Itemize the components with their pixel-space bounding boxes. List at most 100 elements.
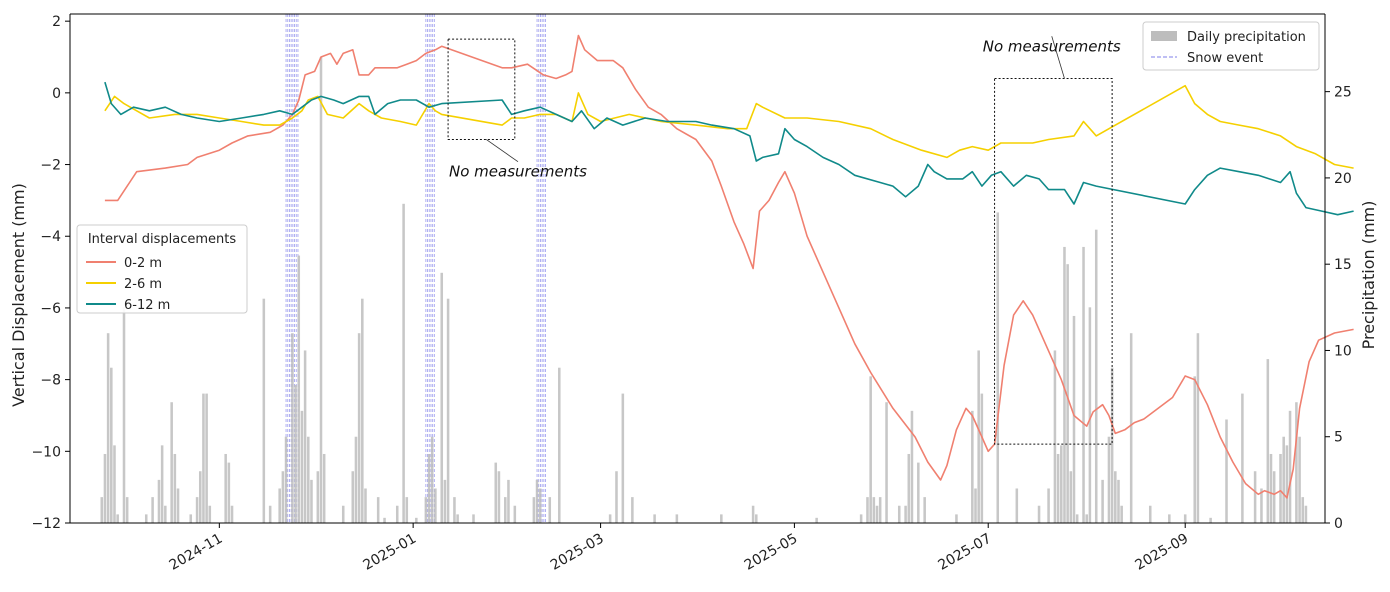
- precip-bar: [173, 453, 177, 523]
- precip-bar: [971, 410, 974, 523]
- precip-bar: [294, 384, 297, 523]
- precip-bar: [1225, 419, 1228, 523]
- precip-bar: [1056, 453, 1060, 523]
- gap-box-1: [447, 38, 516, 140]
- legend-frame: [1142, 21, 1320, 71]
- x-tick-label: 2025-03: [548, 531, 607, 574]
- precip-bar: [904, 505, 907, 523]
- precip-bar: [878, 497, 882, 523]
- precip-bar: [1015, 488, 1019, 523]
- precip-bar: [494, 462, 498, 523]
- precip-bar: [917, 462, 920, 523]
- precip-bar: [1272, 471, 1276, 523]
- annotation-text-2: No measurements: [983, 37, 1121, 55]
- precip-bar: [1288, 410, 1292, 523]
- precip-bar: [1253, 471, 1257, 523]
- precip-bar: [535, 479, 539, 523]
- precip-bar: [125, 497, 129, 523]
- precip-bar: [310, 479, 313, 523]
- precip-bar: [538, 488, 542, 523]
- precip-bar: [307, 436, 310, 523]
- y-left-tick-label: −2: [40, 158, 61, 174]
- precip-bar: [383, 517, 386, 523]
- precip-bar: [402, 203, 405, 523]
- y-left-tick-label: −6: [40, 301, 61, 317]
- precip-bar: [291, 333, 294, 523]
- legends: Daily precipitation Snow event Interval di…: [76, 21, 1320, 314]
- precip-bar: [1094, 229, 1098, 523]
- series-line-0-2m: [104, 34, 1354, 499]
- y-left-tick-label: 0: [52, 86, 61, 102]
- precip-bar: [1298, 436, 1301, 523]
- precip-bar: [869, 376, 872, 523]
- precip-bar: [532, 497, 536, 523]
- precip-bar: [504, 497, 507, 523]
- precip-bar: [322, 453, 326, 523]
- precip-bar: [100, 497, 104, 523]
- precip-bar: [427, 453, 431, 523]
- precip-bar: [923, 497, 926, 523]
- precip-bar: [103, 453, 107, 523]
- precip-bar: [278, 488, 281, 523]
- x-tick-label: 2025-01: [360, 531, 419, 574]
- precip-bar: [205, 393, 208, 523]
- annotation-leader-1: [485, 139, 519, 163]
- precip-bar: [955, 514, 958, 523]
- x-tick-label: 2025-05: [742, 531, 801, 574]
- precip-bar: [151, 497, 154, 523]
- y-left-tick-label: −4: [40, 229, 61, 245]
- precip-bar: [106, 333, 110, 523]
- legend-center-left: Interval displacements 0-2 m 2-6 m 6-12 m: [76, 224, 248, 314]
- precip-bar: [615, 471, 618, 523]
- precip-bar: [281, 471, 285, 523]
- precip-bar: [116, 514, 119, 523]
- legend-title: Interval displacements: [88, 232, 237, 247]
- precip-bar: [297, 255, 301, 523]
- precip-bar: [1285, 445, 1289, 523]
- y-right-tick-label: 25: [1334, 85, 1352, 101]
- precip-bar: [558, 367, 561, 523]
- precip-bar: [513, 505, 517, 523]
- precip-bar: [897, 505, 901, 523]
- series-line-2-6m: [104, 84, 1354, 169]
- precip-bar: [859, 514, 863, 523]
- precip-bar: [1117, 479, 1120, 523]
- precipitation-bars: [100, 57, 1308, 524]
- y-right-tick-label: 0: [1334, 516, 1343, 532]
- precip-bar: [1088, 307, 1092, 523]
- precip-bar: [446, 298, 450, 523]
- precip-bar: [885, 402, 888, 523]
- legend-label-3: 6-12 m: [124, 298, 170, 313]
- precip-bar: [434, 488, 437, 523]
- y-right-tick-label: 15: [1334, 257, 1352, 273]
- precip-bar: [1168, 514, 1171, 523]
- precip-bar: [430, 436, 434, 523]
- precip-bar: [1110, 367, 1114, 523]
- precip-bar: [456, 514, 459, 523]
- precip-bar: [755, 514, 758, 523]
- y-left-tick-label: −8: [40, 373, 61, 389]
- precip-bar: [395, 505, 399, 523]
- x-tick-label: 2025-09: [1133, 531, 1192, 574]
- y-left-tick-label: −12: [31, 516, 61, 532]
- precip-bar: [424, 497, 428, 523]
- precip-bar: [866, 497, 869, 523]
- y-axis-right-label: Precipitation (mm): [1359, 201, 1378, 350]
- precip-bar: [113, 445, 116, 523]
- y-axis-left-label: Vertical Displacement (mm): [9, 183, 28, 407]
- series-line-6-12m: [104, 81, 1354, 216]
- precip-bar: [548, 497, 552, 523]
- precip-bar: [224, 453, 227, 523]
- precip-bar: [453, 497, 456, 523]
- precip-bar: [996, 212, 1000, 524]
- precip-bar: [720, 514, 723, 523]
- precip-bar: [1063, 246, 1066, 524]
- precip-bar: [1082, 246, 1085, 524]
- precip-bar: [608, 514, 612, 523]
- precip-bar: [1069, 471, 1073, 523]
- precip-bar: [1295, 402, 1298, 523]
- precip-bar: [1053, 350, 1057, 523]
- precip-bar: [1260, 488, 1263, 523]
- precip-bar: [621, 393, 625, 523]
- precip-bar: [262, 298, 266, 523]
